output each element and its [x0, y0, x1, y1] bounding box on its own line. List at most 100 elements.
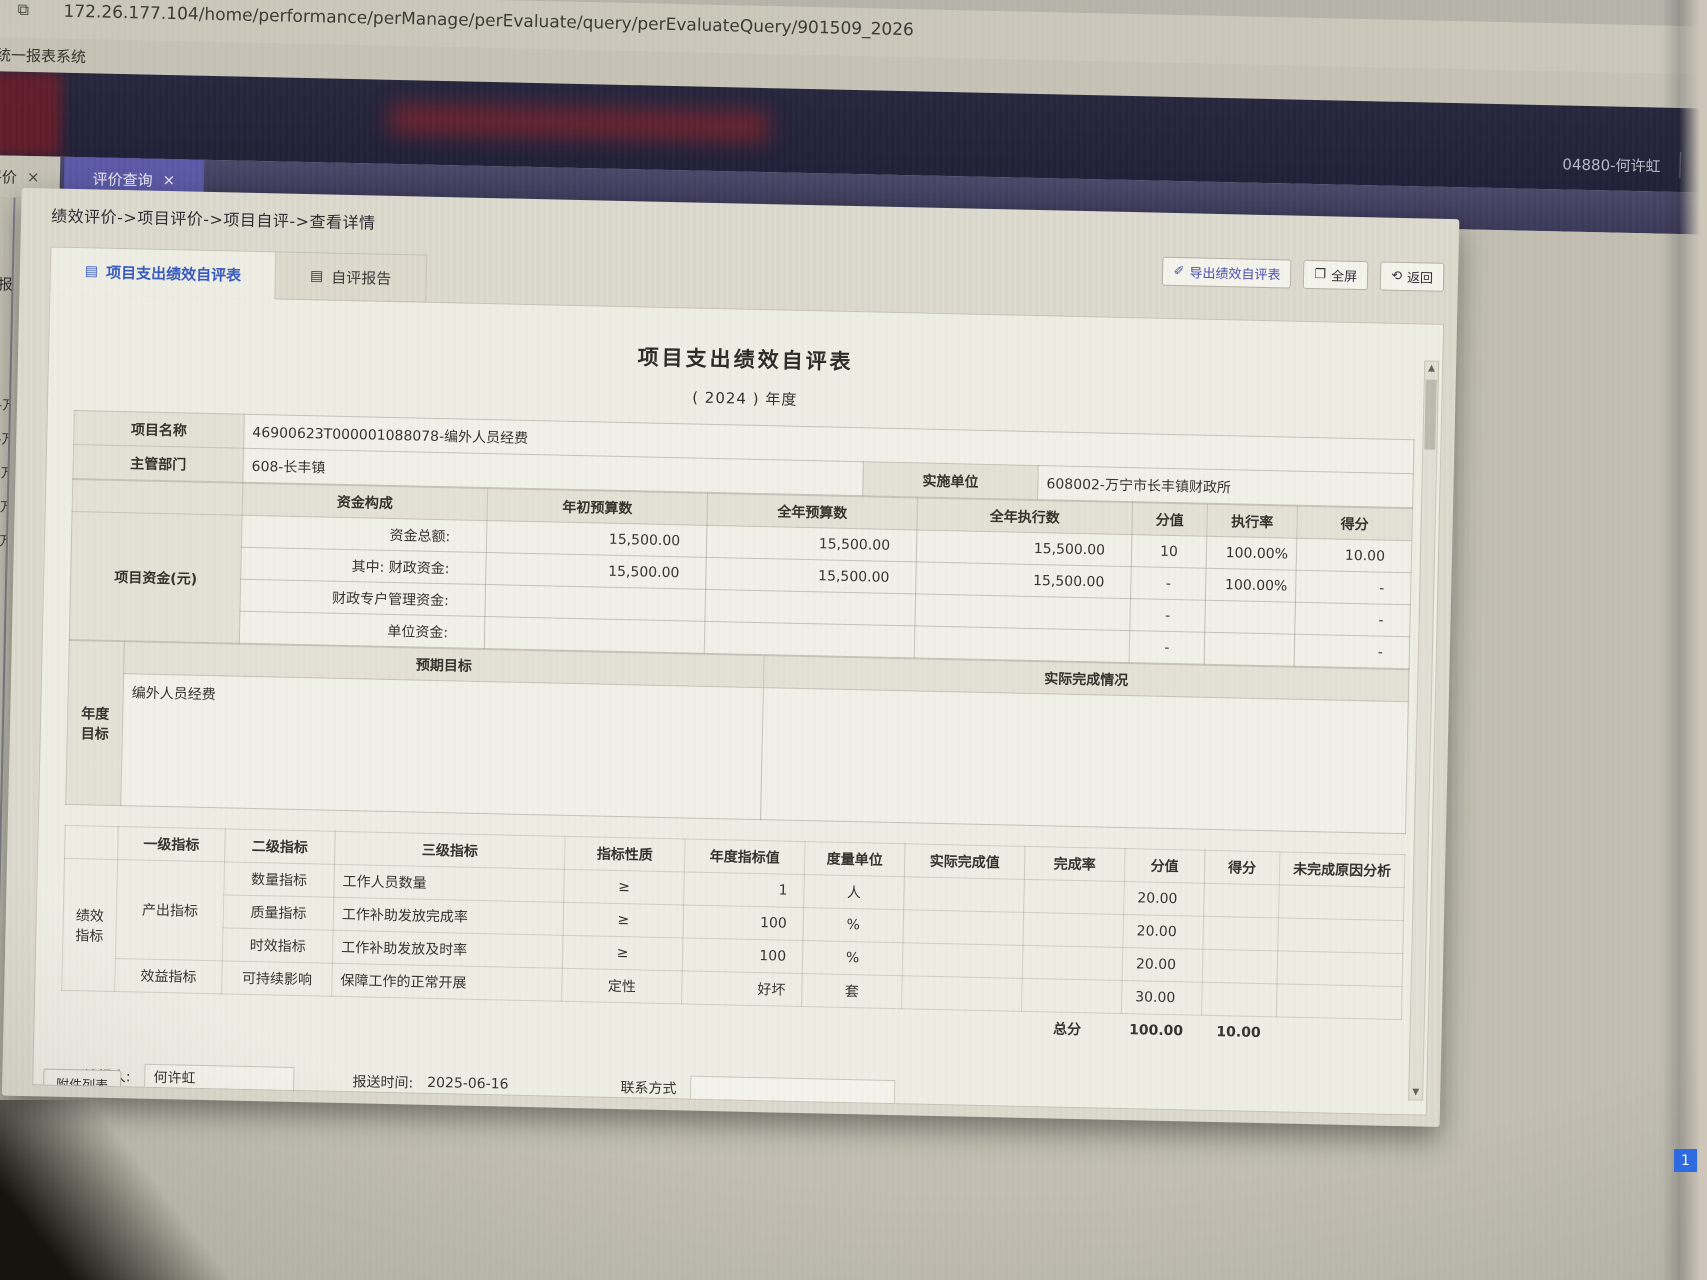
indicator-nature: 定性	[561, 968, 683, 1004]
points: 30.00	[1121, 980, 1203, 1016]
col-header: 分值	[1131, 502, 1208, 537]
document-icon: ▤	[84, 263, 99, 280]
table-row: 编外人员经费	[66, 672, 1409, 834]
actual-value	[902, 909, 1024, 946]
actual-value	[902, 942, 1023, 979]
back-button[interactable]: ⟲ 返回	[1379, 261, 1445, 292]
detail-window: 绩效评价->项目评价->项目自评->查看详情 ✐ 导出绩效自评表 ❐ 全屏 ⟲ …	[1, 187, 1460, 1127]
indicator-nature: ≥	[563, 902, 684, 938]
funds-table: 资金构成 年初预算数 全年预算数 全年执行数 分值 执行率 得分 项目资金(元)…	[69, 479, 1413, 669]
close-icon[interactable]: ×	[162, 170, 176, 190]
budget-year	[704, 621, 915, 658]
target-value: 100	[682, 937, 803, 974]
submit-time-label: 报送时间:	[352, 1073, 414, 1092]
completion-rate	[1021, 978, 1123, 1014]
list-item[interactable]: 8002-万	[0, 396, 10, 414]
goal-label-line2: 目标	[80, 725, 109, 743]
col-header: 得分	[1296, 506, 1413, 541]
submit-date-value: 2025-06-16	[427, 1074, 509, 1093]
exec-year: 15,500.00	[915, 561, 1132, 599]
budget-year: 15,500.00	[705, 557, 917, 594]
col-header: 三级指标	[334, 831, 566, 870]
target-value: 好坏	[681, 970, 803, 1007]
actual-value	[903, 876, 1025, 913]
budget-initial: 15,500.00	[486, 520, 707, 558]
indicators-row-label: 绩效 指标	[61, 858, 118, 992]
tab-self-eval-report-label: 自评报告	[331, 268, 392, 288]
breadcrumb: 绩效评价->项目评价->项目自评->查看详情	[50, 206, 376, 233]
tab-switcher-icon[interactable]: ⧉	[17, 0, 30, 19]
expected-goal-text: 编外人员经费	[120, 673, 764, 820]
indicators-corner-cell	[64, 825, 119, 860]
contact-field[interactable]	[690, 1075, 896, 1106]
level3-indicator: 工作补助发放完成率	[333, 897, 564, 936]
current-user[interactable]: 04880-何许虹	[1562, 155, 1661, 176]
tab-eval-query-label: 评价查询	[92, 169, 153, 190]
bookmark-item[interactable]: 统一报表系统	[0, 45, 87, 66]
points: 20.00	[1123, 881, 1205, 917]
total-points: 100.00	[1128, 1022, 1184, 1040]
reason	[1276, 983, 1403, 1020]
indicator-nature: ≥	[562, 935, 683, 971]
fund-name: 单位资金:	[239, 611, 485, 649]
scrollbar-thumb[interactable]	[1424, 379, 1437, 450]
fullscreen-button[interactable]: ❐ 全屏	[1303, 259, 1369, 291]
unit: 人	[803, 874, 905, 910]
funds-row-label: 项目资金(元)	[69, 511, 243, 644]
header-divider	[1679, 151, 1681, 179]
document-icon: ▤	[309, 268, 324, 285]
fullscreen-icon: ❐	[1314, 267, 1327, 283]
exec-year	[914, 593, 1131, 631]
indicators-label-line1: 绩效	[75, 907, 104, 925]
col-header: 实际完成值	[904, 843, 1026, 880]
unit: %	[802, 907, 904, 943]
tab-self-eval-report[interactable]: ▤ 自评报告	[275, 251, 427, 303]
sidebar-item-fill-report[interactable]: 出填报	[0, 274, 13, 294]
tab-self-eval-table[interactable]: ▤ 项目支出绩效自评表	[49, 246, 277, 300]
url-text[interactable]: 172.26.177.104/home/performance/perManag…	[63, 1, 915, 41]
level1-indicator: 产出指标	[115, 859, 225, 961]
exec-rate: 100.00%	[1205, 568, 1297, 603]
export-self-eval-button[interactable]: ✐ 导出绩效自评表	[1162, 256, 1292, 289]
col-header: 资金构成	[242, 483, 488, 521]
col-header: 年初预算数	[487, 488, 708, 526]
return-arrow-icon: ⟲	[1390, 268, 1403, 284]
score: -	[1294, 602, 1411, 637]
level3-indicator: 工作补助发放及时率	[332, 930, 564, 969]
weight: -	[1130, 566, 1207, 601]
level2-indicator: 数量指标	[223, 861, 335, 898]
col-header: 全年预算数	[706, 493, 918, 530]
budget-initial: 15,500.00	[485, 552, 707, 590]
level3-indicator: 工作人员数量	[333, 864, 565, 903]
score	[1202, 916, 1279, 951]
budget-year	[704, 589, 916, 626]
scroll-down-icon[interactable]: ▼	[1412, 1087, 1420, 1098]
weight: -	[1129, 598, 1206, 633]
col-header: 度量单位	[804, 841, 906, 877]
scroll-up-icon[interactable]: ▲	[1427, 363, 1436, 374]
level2-indicator: 时效指标	[222, 927, 334, 964]
target-value: 100	[682, 904, 804, 941]
col-header: 执行率	[1206, 504, 1298, 539]
attachment-list-button[interactable]: 附件列表	[42, 1068, 122, 1100]
unit: 套	[801, 973, 903, 1009]
project-name-label: 项目名称	[73, 410, 245, 449]
col-header: 指标性质	[564, 836, 686, 872]
page-number-badge[interactable]: 1	[1674, 1149, 1697, 1172]
list-item[interactable]: 8002-万	[0, 430, 9, 448]
exec-rate	[1204, 600, 1296, 635]
filler-field[interactable]: 何许虹	[144, 1063, 295, 1093]
budget-initial	[484, 616, 705, 654]
list-item[interactable]: 8002-万	[0, 498, 7, 516]
dept-label: 主管部门	[72, 444, 244, 483]
col-header: 二级指标	[224, 828, 336, 865]
list-item[interactable]: 8002-万	[0, 532, 7, 550]
col-header: 全年执行数	[916, 497, 1133, 535]
close-icon[interactable]: ×	[26, 167, 40, 187]
budget-year: 15,500.00	[706, 525, 917, 562]
exec-year	[914, 625, 1130, 663]
header-red-decor-left	[0, 70, 63, 157]
impl-unit-label: 实施单位	[862, 461, 1039, 500]
list-item[interactable]: 8002-万	[0, 464, 8, 482]
